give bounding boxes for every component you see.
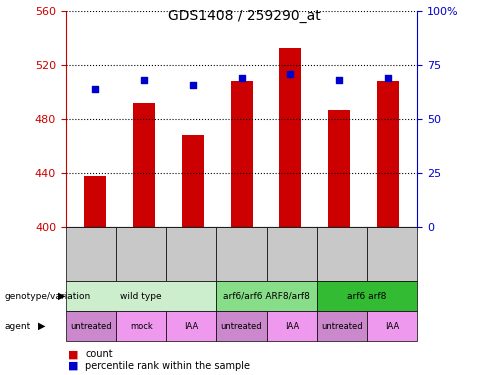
Text: IAA: IAA: [385, 322, 399, 331]
Text: ▶: ▶: [38, 321, 45, 331]
Text: arf6 arf8: arf6 arf8: [347, 292, 386, 301]
Text: untreated: untreated: [70, 322, 112, 331]
Text: untreated: untreated: [321, 322, 363, 331]
Text: genotype/variation: genotype/variation: [5, 292, 91, 301]
Point: [238, 75, 245, 81]
Point: [335, 77, 343, 83]
Point: [189, 82, 197, 88]
Bar: [377, 81, 399, 227]
Bar: [84, 176, 106, 227]
Point: [91, 86, 99, 92]
Text: agent: agent: [5, 322, 31, 331]
Bar: [279, 48, 301, 227]
Text: ■: ■: [68, 350, 79, 359]
Point: [384, 75, 392, 81]
Text: IAA: IAA: [285, 322, 299, 331]
Bar: [231, 81, 253, 227]
Text: wild type: wild type: [121, 292, 162, 301]
Text: count: count: [85, 350, 113, 359]
Text: GDS1408 / 259290_at: GDS1408 / 259290_at: [167, 9, 321, 23]
Text: ■: ■: [68, 361, 79, 370]
Bar: [133, 103, 155, 227]
Bar: [328, 110, 350, 227]
Text: mock: mock: [130, 322, 153, 331]
Bar: [182, 135, 204, 227]
Text: ▶: ▶: [58, 291, 65, 301]
Text: untreated: untreated: [221, 322, 263, 331]
Point: [286, 71, 294, 77]
Text: arf6/arf6 ARF8/arf8: arf6/arf6 ARF8/arf8: [223, 292, 310, 301]
Text: IAA: IAA: [184, 322, 199, 331]
Point: [140, 77, 148, 83]
Text: percentile rank within the sample: percentile rank within the sample: [85, 361, 250, 370]
